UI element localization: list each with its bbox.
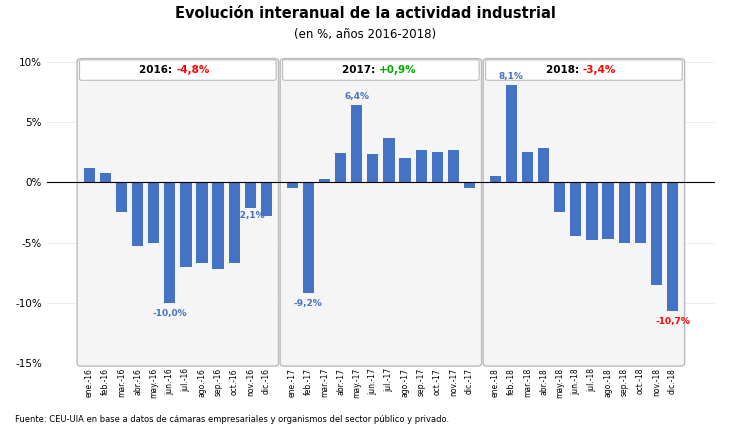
Bar — [228, 182, 240, 263]
FancyBboxPatch shape — [283, 60, 479, 80]
FancyBboxPatch shape — [80, 60, 276, 80]
Bar — [618, 182, 630, 242]
Bar — [431, 152, 443, 182]
Text: +0,9%: +0,9% — [380, 65, 417, 75]
FancyBboxPatch shape — [280, 59, 482, 366]
Text: 2016:: 2016: — [139, 65, 176, 75]
Bar — [399, 158, 411, 182]
Text: Fuente: CEU-UIA en base a datos de cámaras empresariales y organismos del sector: Fuente: CEU-UIA en base a datos de cámar… — [15, 415, 449, 424]
Bar — [554, 182, 565, 212]
Text: (en %, años 2016-2018): (en %, años 2016-2018) — [294, 28, 436, 41]
Bar — [245, 182, 256, 207]
Text: 8,1%: 8,1% — [499, 72, 524, 81]
Bar — [570, 182, 582, 236]
Bar — [667, 182, 678, 311]
Bar — [212, 182, 224, 269]
Text: 6,4%: 6,4% — [345, 92, 369, 101]
Bar — [464, 182, 475, 188]
Bar — [180, 182, 191, 267]
Bar — [506, 84, 517, 182]
Bar — [319, 178, 330, 182]
Text: -10,0%: -10,0% — [153, 309, 187, 318]
Bar — [490, 176, 501, 182]
Bar — [522, 152, 533, 182]
Bar — [116, 182, 127, 212]
Text: -4,8%: -4,8% — [176, 65, 210, 75]
Bar — [335, 153, 346, 182]
Bar — [148, 182, 159, 242]
Bar — [538, 148, 549, 182]
Bar — [303, 182, 314, 293]
FancyBboxPatch shape — [483, 59, 685, 366]
Bar — [196, 182, 207, 263]
Bar — [602, 182, 614, 239]
Bar — [261, 182, 272, 216]
FancyBboxPatch shape — [485, 60, 683, 80]
Bar — [634, 182, 646, 242]
Bar — [164, 182, 175, 303]
FancyBboxPatch shape — [77, 59, 279, 366]
Bar — [586, 182, 598, 240]
Bar — [132, 182, 143, 246]
Bar — [415, 150, 427, 182]
Bar — [383, 138, 395, 182]
Bar — [650, 182, 662, 285]
Bar — [351, 105, 362, 182]
Text: -3,4%: -3,4% — [583, 65, 615, 75]
Text: 2017:: 2017: — [342, 65, 380, 75]
Bar — [83, 168, 95, 182]
Bar — [287, 182, 298, 188]
Text: -2,1%: -2,1% — [236, 211, 265, 220]
Bar — [100, 173, 111, 182]
Text: -10,7%: -10,7% — [655, 317, 690, 326]
Text: 2018:: 2018: — [545, 65, 583, 75]
Text: Evolución interanual de la actividad industrial: Evolución interanual de la actividad ind… — [174, 6, 556, 21]
Bar — [447, 150, 459, 182]
Bar — [367, 155, 378, 182]
Text: -9,2%: -9,2% — [294, 299, 323, 308]
